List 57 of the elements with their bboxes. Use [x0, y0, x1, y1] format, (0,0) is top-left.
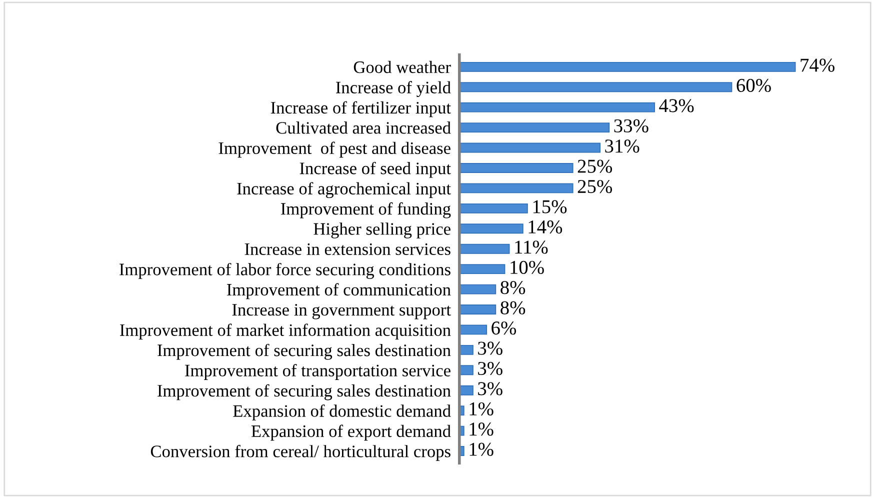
y-tick-label: Improvement of market information acquisition [120, 324, 451, 340]
y-tick-label: Increase in government support [232, 304, 451, 320]
bar [459, 62, 796, 72]
data-label: 14% [528, 220, 562, 234]
bar [459, 304, 496, 314]
bar [459, 344, 474, 355]
bar [459, 82, 732, 92]
data-label: 25% [578, 180, 612, 194]
y-tick-label: Improvement of securing sales destination [158, 384, 451, 400]
data-label: 25% [578, 160, 612, 173]
y-tick-label: Increase of fertilizer input [270, 101, 451, 118]
bar [459, 385, 474, 396]
data-label: 10% [510, 260, 544, 274]
data-label: 3% [478, 342, 502, 355]
bar [459, 163, 574, 173]
data-label: 11% [515, 240, 548, 254]
data-label: 1% [470, 422, 494, 436]
bar [459, 284, 496, 294]
y-tick-label: Improvement of securing sales destination [158, 344, 451, 360]
data-label: 1% [470, 402, 494, 416]
y-tick-label: Improvement of communication [227, 283, 451, 300]
y-tick-label: Increase of agrochemical input [237, 182, 451, 198]
bar [459, 102, 655, 112]
y-tick-label: Cultivated area increased [276, 122, 451, 134]
data-label: 6% [492, 321, 516, 335]
data-label: 31% [605, 140, 640, 153]
y-tick-label: Improvement of funding [280, 202, 451, 218]
data-label: 8% [500, 301, 526, 314]
y-tick-label: Conversion from cereal/ horticultural crops [150, 444, 450, 461]
y-tick-label: Improvement of labor force securing conditions [120, 262, 450, 279]
bar [459, 264, 506, 274]
bar [459, 324, 488, 335]
bar [459, 142, 601, 153]
data-label: 3% [478, 382, 502, 396]
data-label: 74% [800, 58, 834, 72]
data-label: 8% [500, 281, 526, 294]
y-tick-label: Expansion of export demand [251, 424, 451, 441]
bar [459, 122, 610, 133]
bar [459, 224, 524, 234]
data-label: 15% [533, 200, 567, 214]
data-label: 43% [659, 99, 694, 112]
y-tick-label: Improvement of transportation service [185, 364, 450, 380]
bar [459, 203, 528, 214]
y-tick-label: Improvement of pest and disease [218, 142, 450, 158]
data-label: 33% [614, 119, 648, 132]
data-label: 60% [736, 78, 771, 92]
bar [459, 183, 574, 194]
y-tick-label: Higher selling price [314, 222, 450, 238]
data-label: 1% [470, 442, 494, 456]
bar [459, 244, 510, 254]
y-tick-label: Good weather [354, 60, 451, 74]
data-label: 3% [478, 362, 502, 376]
y-tick-label: Increase of seed input [300, 162, 451, 178]
y-tick-label: Increase in extension services [244, 243, 450, 256]
y-tick-label: Expansion of domestic demand [233, 404, 451, 420]
y-tick-label: Increase of yield [336, 81, 451, 97]
bar [459, 365, 474, 376]
